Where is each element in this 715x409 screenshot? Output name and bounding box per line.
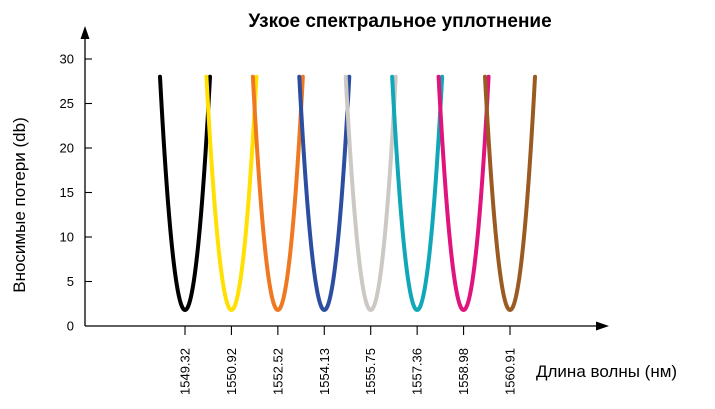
x-axis-label: Длина волны (нм) — [536, 362, 677, 381]
y-axis-label: Вносимые потери (db) — [10, 117, 29, 293]
y-tick-label: 0 — [67, 319, 74, 334]
x-tick-label: 1549.32 — [178, 348, 193, 395]
channel-curve-3 — [250, 74, 305, 313]
y-tick-label: 20 — [60, 141, 74, 156]
channel-curve-5 — [343, 74, 398, 313]
x-tick-label: 1555.75 — [363, 348, 378, 395]
x-axis — [85, 321, 609, 331]
x-tick-label: 1558.98 — [456, 348, 471, 395]
y-tick-label: 30 — [60, 52, 74, 67]
channel-curve-7 — [436, 74, 491, 313]
x-ticks: 1549.32 1550.92 1552.52 1554.13 1555.75 1557.… — [178, 326, 518, 395]
x-axis-arrow — [596, 321, 609, 331]
channel-curve-4 — [297, 74, 352, 313]
x-tick-label: 1557.36 — [410, 348, 425, 395]
y-axis — [80, 26, 90, 326]
y-ticks: 0 5 10 15 20 25 30 — [60, 52, 92, 334]
x-tick-label: 1554.13 — [317, 348, 332, 395]
x-tick-label: 1552.52 — [270, 348, 285, 395]
channel-curve-1 — [158, 74, 212, 313]
curves — [158, 74, 537, 313]
y-axis-arrow — [80, 26, 90, 39]
y-tick-label: 10 — [60, 230, 74, 245]
y-tick-label: 5 — [67, 274, 74, 289]
x-tick-label: 1560.91 — [503, 348, 518, 395]
chart-title: Узкое спектральное уплотнение — [248, 11, 551, 32]
x-tick-label: 1550.92 — [224, 348, 239, 395]
channel-curve-6 — [390, 74, 445, 313]
y-tick-label: 15 — [60, 185, 74, 200]
y-tick-label: 25 — [60, 96, 74, 111]
channel-curve-8 — [483, 74, 537, 313]
channel-curve-2 — [204, 74, 259, 313]
